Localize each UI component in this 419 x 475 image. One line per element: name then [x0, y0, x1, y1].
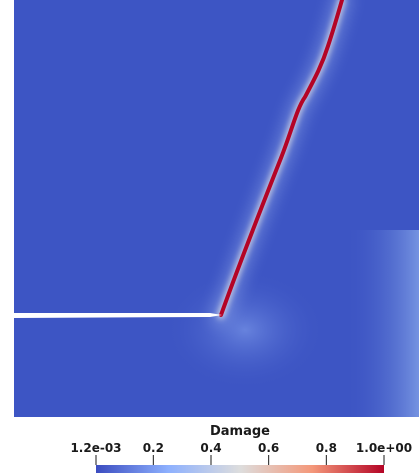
crack-tip-halo — [165, 270, 325, 390]
colorbar-tick-label-2: 0.4 — [200, 441, 221, 455]
colorbar-tick-label-3: 0.6 — [258, 441, 279, 455]
colorbar-tick-label-1: 0.2 — [143, 441, 164, 455]
colorbar-tick-label-5: 1.0e+00 — [356, 441, 412, 455]
colorbar-title: Damage — [210, 424, 270, 439]
colorbar-tick-label-4: 0.8 — [316, 441, 337, 455]
colorbar-tick-label-0: 1.2e-03 — [70, 441, 121, 455]
initial-notch — [14, 313, 222, 318]
colorbar-ticks — [95, 455, 385, 465]
right-edge-glow — [345, 230, 419, 417]
colorbar-gradient — [96, 465, 384, 473]
colorbar-tick-labels: 1.2e-03 0.2 0.4 0.6 0.8 1.0e+00 — [70, 441, 412, 455]
crack-core — [219, 0, 344, 317]
colorbar: Damage 1.2e-03 0.2 0.4 0.6 0.8 1.0e+00 — [70, 424, 412, 473]
